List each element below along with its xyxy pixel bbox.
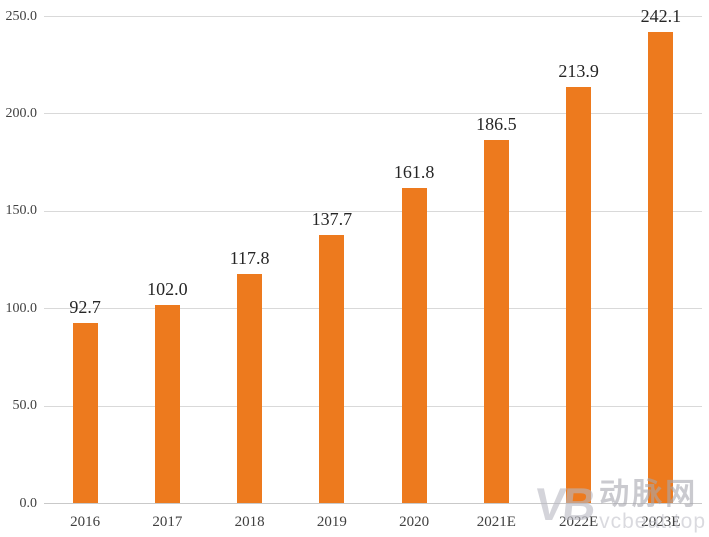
y-tick-label: 100.0 [5, 300, 38, 316]
x-tick-label: 2017 [152, 513, 183, 530]
gridline [44, 113, 702, 115]
bar [154, 304, 180, 504]
x-tick-label: 2022E [559, 513, 599, 530]
bar-value-label: 161.8 [393, 162, 435, 183]
y-tick-label: 50.0 [12, 398, 38, 414]
x-axis-line [44, 503, 702, 504]
bar-value-label: 92.7 [69, 296, 101, 317]
y-tick-label: 0.0 [19, 495, 38, 511]
bar-value-label: 137.7 [311, 209, 353, 230]
bar [72, 322, 98, 504]
x-tick-label: 2023E [641, 513, 681, 530]
gridline [44, 308, 702, 310]
bar-value-label: 186.5 [476, 114, 517, 135]
bar [401, 188, 427, 504]
bar-value-label: 117.8 [229, 248, 270, 269]
x-tick-label: 2018 [234, 513, 265, 530]
y-tick-label: 200.0 [5, 105, 38, 121]
bar [237, 274, 263, 504]
bar [483, 140, 509, 504]
x-tick-label: 2020 [399, 513, 430, 530]
y-tick-label: 250.0 [5, 8, 38, 24]
bar-value-label: 102.0 [147, 278, 188, 299]
bar-value-label: 213.9 [558, 60, 599, 81]
bar [319, 235, 345, 504]
x-tick-label: 2016 [70, 513, 101, 530]
x-tick-label: 2021E [476, 513, 516, 530]
bar [648, 31, 674, 504]
bar [566, 86, 592, 504]
gridline [44, 210, 702, 212]
y-tick-label: 150.0 [5, 203, 38, 219]
bar-value-label: 242.1 [640, 5, 682, 26]
gridline [44, 405, 702, 407]
x-tick-label: 2019 [316, 513, 347, 530]
gridline [44, 16, 702, 17]
